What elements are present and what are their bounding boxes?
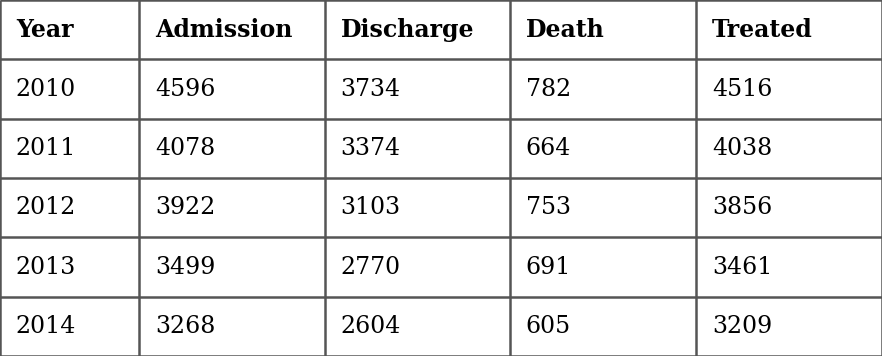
Text: Admission: Admission xyxy=(155,18,293,42)
Text: 4516: 4516 xyxy=(712,78,772,100)
Text: 3374: 3374 xyxy=(340,137,400,160)
Text: 3856: 3856 xyxy=(712,196,772,219)
Text: 3922: 3922 xyxy=(155,196,215,219)
Text: Death: Death xyxy=(526,18,604,42)
Text: 2014: 2014 xyxy=(16,315,76,338)
Text: 4596: 4596 xyxy=(155,78,215,100)
Text: 4038: 4038 xyxy=(712,137,772,160)
Text: 664: 664 xyxy=(526,137,571,160)
Text: 3499: 3499 xyxy=(155,256,215,278)
Text: Treated: Treated xyxy=(712,18,812,42)
Text: 2770: 2770 xyxy=(340,256,400,278)
Text: 782: 782 xyxy=(526,78,571,100)
Text: Discharge: Discharge xyxy=(340,18,474,42)
Text: 2013: 2013 xyxy=(16,256,76,278)
Text: 3209: 3209 xyxy=(712,315,772,338)
Text: 3734: 3734 xyxy=(340,78,400,100)
Text: 4078: 4078 xyxy=(155,137,215,160)
Text: Year: Year xyxy=(16,18,73,42)
Text: 691: 691 xyxy=(526,256,571,278)
Text: 3103: 3103 xyxy=(340,196,400,219)
Text: 2604: 2604 xyxy=(340,315,400,338)
Text: 753: 753 xyxy=(526,196,571,219)
Text: 3461: 3461 xyxy=(712,256,772,278)
Text: 605: 605 xyxy=(526,315,571,338)
Text: 2011: 2011 xyxy=(16,137,76,160)
Text: 2010: 2010 xyxy=(16,78,76,100)
Text: 3268: 3268 xyxy=(155,315,215,338)
Text: 2012: 2012 xyxy=(16,196,76,219)
